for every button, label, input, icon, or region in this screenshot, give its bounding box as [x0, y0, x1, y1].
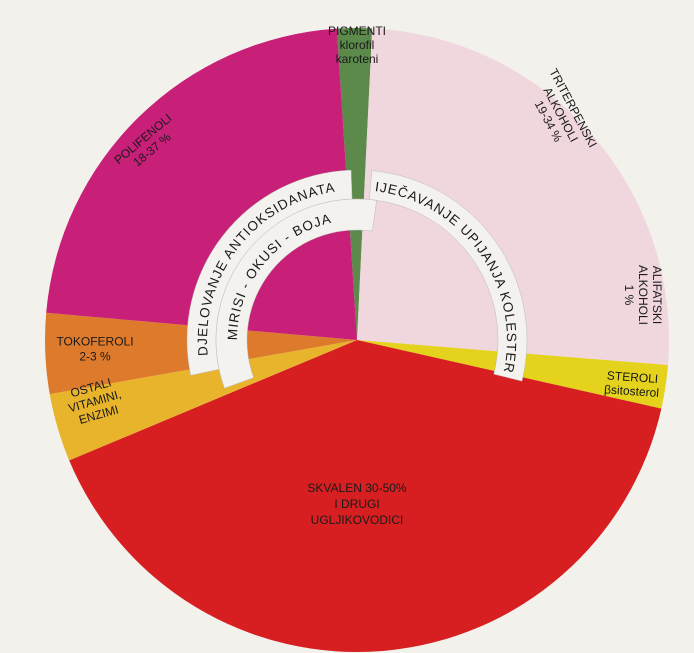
sector-label-line: klorofil: [340, 38, 375, 52]
sector-label-line: I DRUGI: [334, 497, 379, 511]
sector: [336, 28, 373, 341]
sector: [69, 340, 662, 652]
sector-label-line: ALIFATSKI: [650, 266, 664, 324]
sector: [357, 28, 669, 366]
sector-label-line: PIGMENTI: [328, 24, 386, 38]
sector-label-line: TOKOFEROLI: [56, 335, 133, 349]
sector-label-line: 2-3 %: [79, 350, 111, 364]
sector-label-line: SKVALEN 30-50%: [307, 481, 406, 495]
sector-label: SKVALEN 30-50% I DRUGI UGLJIKOVODICI: [307, 481, 406, 527]
sector: [49, 340, 357, 461]
sector-label-line: STEROLI: [606, 368, 658, 386]
sector-label-line: βsitosterol: [604, 382, 660, 400]
ring-band: [215, 198, 377, 389]
sector-label-line: UGLJIKOVODICI: [311, 513, 404, 527]
sector-label-line: karoteni: [336, 52, 379, 66]
ring-band: [369, 170, 528, 382]
sector-label-line: 1 %: [622, 285, 636, 306]
sector-label-line: ALKOHOLI: [636, 265, 650, 325]
